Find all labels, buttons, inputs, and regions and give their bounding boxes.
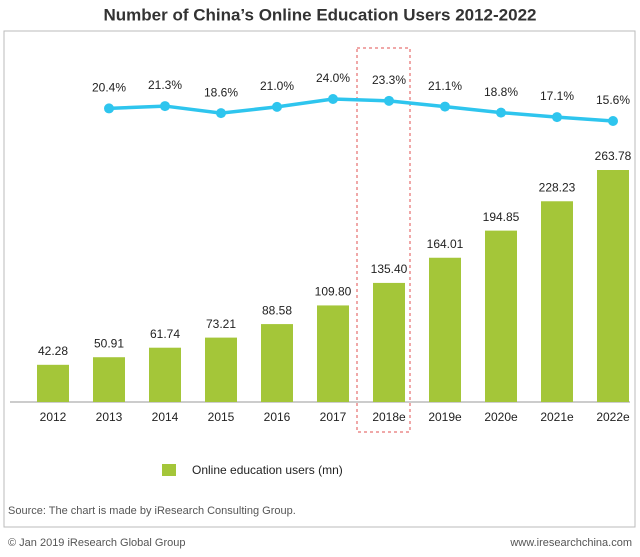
line-marker <box>384 95 394 106</box>
line-value-label: 17.1% <box>540 89 574 103</box>
line-value-label: 20.4% <box>92 81 126 95</box>
bar-value-label: 73.21 <box>206 317 236 331</box>
bar-value-label: 42.28 <box>38 344 68 358</box>
footer-right: www.iresearchchina.com <box>509 537 632 549</box>
x-tick-label: 2014 <box>152 410 179 424</box>
line-value-label: 21.1% <box>428 79 462 93</box>
x-tick-label: 2016 <box>264 410 291 424</box>
bar-value-label: 50.91 <box>94 336 124 350</box>
bar-value-label: 88.58 <box>262 303 292 317</box>
line-marker <box>328 94 338 104</box>
line-value-label: 18.6% <box>204 85 238 99</box>
bar <box>485 230 517 402</box>
bar <box>597 170 629 402</box>
x-tick-label: 2012 <box>40 410 67 424</box>
line-marker <box>496 107 506 118</box>
line-value-label: 23.3% <box>372 73 406 87</box>
line-marker <box>272 101 282 112</box>
line-marker <box>608 116 618 126</box>
bar <box>373 282 405 402</box>
x-tick-label: 2020e <box>484 410 518 424</box>
bar-value-label: 194.85 <box>483 210 520 224</box>
chart-title: Number of China’s Online Education Users… <box>103 5 536 24</box>
line-marker <box>160 101 170 112</box>
bar-value-label: 263.78 <box>595 149 632 163</box>
x-tick-label: 2018e <box>372 410 406 424</box>
bar <box>261 324 293 402</box>
bar-value-label: 135.40 <box>371 262 408 276</box>
growth-line <box>108 97 614 123</box>
line-value-label: 18.8% <box>484 85 518 99</box>
legend-label: Online education users (mn) <box>192 463 343 477</box>
line-marker <box>216 108 226 119</box>
bar-value-label: 109.80 <box>315 285 352 299</box>
footer-left: © Jan 2019 iResearch Global Group <box>8 537 185 549</box>
line-value-label: 21.3% <box>148 78 182 92</box>
line-value-label: 15.6% <box>596 93 630 107</box>
line-value-label: 21.0% <box>260 79 294 93</box>
x-tick-label: 2015 <box>208 410 235 424</box>
bar-value-label: 164.01 <box>427 237 464 251</box>
legend-swatch <box>162 464 176 476</box>
frame <box>3 30 636 528</box>
x-tick-label: 2013 <box>96 410 123 424</box>
x-tick-label: 2019e <box>428 410 462 424</box>
x-tick-label: 2022e <box>596 410 630 424</box>
source-note: Source: The chart is made by iResearch C… <box>8 505 296 517</box>
bar <box>205 337 237 402</box>
line-marker <box>104 103 114 114</box>
x-tick-label: 2021e <box>540 410 574 424</box>
line-value-label: 24.0% <box>316 71 350 85</box>
bar-value-label: 228.23 <box>539 180 576 194</box>
bar <box>37 364 69 402</box>
bar <box>93 357 125 402</box>
line-marker <box>440 101 450 112</box>
line-marker <box>552 112 562 123</box>
bar <box>429 257 461 402</box>
x-tick-label: 2017 <box>320 410 347 424</box>
bar <box>149 347 181 402</box>
bar <box>317 305 349 402</box>
bar-value-label: 61.74 <box>150 327 180 341</box>
bar <box>541 201 573 402</box>
highlight-box <box>356 47 411 433</box>
